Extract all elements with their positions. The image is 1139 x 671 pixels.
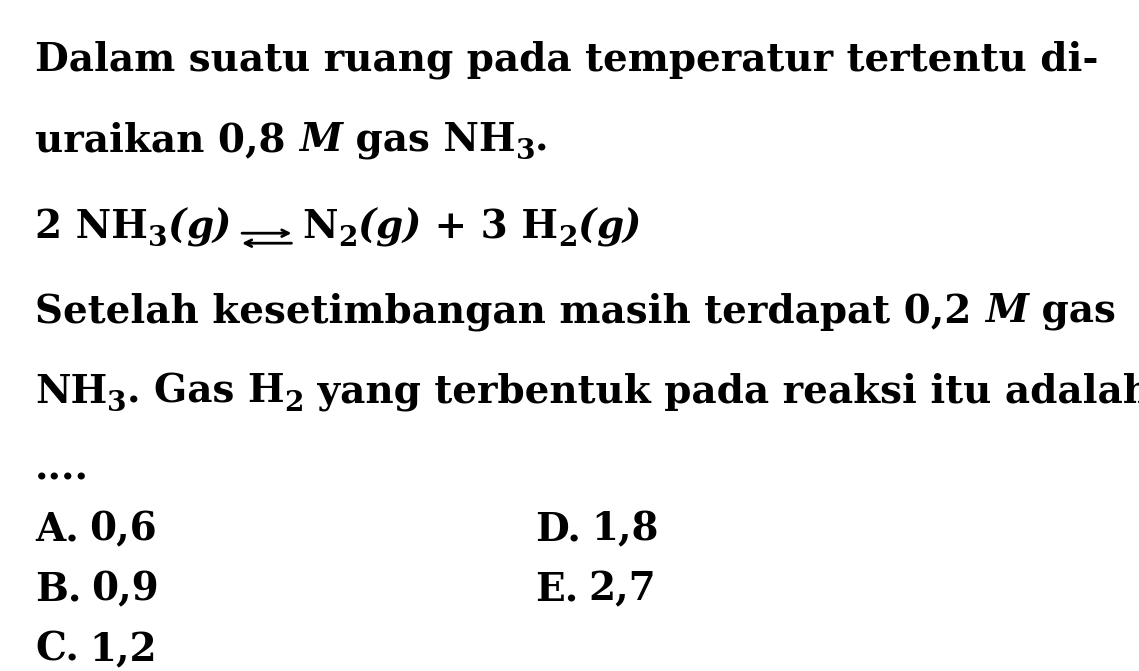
Text: 3: 3 (516, 138, 535, 165)
Text: M: M (300, 121, 342, 159)
Text: .: . (535, 121, 549, 159)
Text: 3: 3 (148, 225, 167, 252)
Text: gas: gas (1027, 293, 1116, 331)
Text: gas NH: gas NH (342, 121, 516, 160)
Text: 0,6: 0,6 (89, 510, 156, 548)
Text: g: g (186, 209, 213, 247)
Text: 2: 2 (338, 225, 358, 252)
Text: 2,7: 2,7 (589, 570, 656, 609)
Text: (: ( (577, 208, 596, 246)
Text: 1,2: 1,2 (89, 631, 156, 669)
Text: ): ) (213, 208, 231, 246)
Text: N: N (302, 208, 338, 246)
Text: (: ( (358, 208, 376, 246)
Text: Dalam suatu ruang pada temperatur tertentu di-: Dalam suatu ruang pada temperatur terten… (35, 40, 1098, 79)
Text: 1,8: 1,8 (591, 510, 658, 548)
Text: B.: B. (35, 570, 81, 609)
Text: g: g (596, 209, 623, 247)
Text: ....: .... (35, 450, 89, 488)
Text: (: ( (167, 208, 186, 246)
Text: . Gas H: . Gas H (126, 372, 285, 411)
Text: ): ) (402, 208, 421, 246)
Text: ): ) (623, 208, 641, 246)
Text: 2: 2 (285, 390, 304, 417)
Text: C.: C. (35, 631, 79, 669)
Text: 2: 2 (558, 225, 577, 252)
Text: + 3 H: + 3 H (421, 208, 558, 246)
Text: uraikan 0,8: uraikan 0,8 (35, 121, 300, 159)
Text: Setelah kesetimbangan masih terdapat 0,2: Setelah kesetimbangan masih terdapat 0,2 (35, 292, 985, 331)
Text: yang terbentuk pada reaksi itu adalah: yang terbentuk pada reaksi itu adalah (304, 372, 1139, 411)
Text: g: g (376, 209, 402, 247)
Text: M: M (985, 292, 1027, 330)
Text: A.: A. (35, 510, 79, 548)
Text: 0,9: 0,9 (91, 570, 159, 609)
Text: D.: D. (535, 510, 581, 548)
Text: NH: NH (35, 372, 107, 411)
Text: 2 NH: 2 NH (35, 208, 148, 246)
Text: E.: E. (535, 570, 579, 609)
Text: 3: 3 (107, 390, 126, 417)
